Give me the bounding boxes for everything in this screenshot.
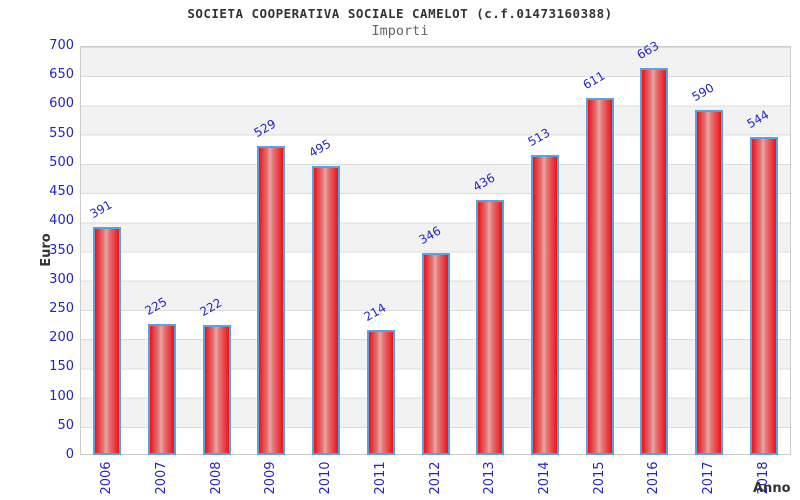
x-tick-2012: 2012 xyxy=(427,461,443,495)
x-tick-2010: 2010 xyxy=(318,461,334,495)
bar-2008 xyxy=(202,325,231,455)
chart-title: SOCIETA COOPERATIVA SOCIALE CAMELOT (c.f… xyxy=(187,6,613,21)
y-tick-650: 650 xyxy=(49,67,74,83)
y-tick-300: 300 xyxy=(49,271,74,287)
x-tick-2009: 2009 xyxy=(263,461,279,495)
y-tick-450: 450 xyxy=(49,184,74,200)
x-tick-2007: 2007 xyxy=(154,461,170,495)
bar-2007 xyxy=(148,323,177,455)
bar-2012 xyxy=(421,252,450,455)
bar-2018 xyxy=(749,137,778,455)
x-tick-2008: 2008 xyxy=(208,461,224,495)
y-tick-200: 200 xyxy=(49,330,74,346)
bar-2014 xyxy=(530,155,559,455)
y-tick-600: 600 xyxy=(49,96,74,112)
x-tick-2014: 2014 xyxy=(536,461,552,495)
y-axis-label: Euro xyxy=(39,233,54,267)
bar-2011 xyxy=(366,329,395,455)
y-tick-50: 50 xyxy=(57,417,74,433)
y-tick-250: 250 xyxy=(49,300,74,316)
x-axis-label: Anno xyxy=(753,481,791,496)
bar-2017 xyxy=(694,110,723,455)
y-tick-0: 0 xyxy=(65,447,74,462)
y-tick-400: 400 xyxy=(49,213,74,229)
x-tick-2017: 2017 xyxy=(700,461,716,495)
x-tick-2016: 2016 xyxy=(646,461,662,495)
y-tick-700: 700 xyxy=(49,38,74,53)
y-tick-350: 350 xyxy=(49,242,74,258)
bar-2006 xyxy=(93,226,122,455)
x-tick-2011: 2011 xyxy=(372,461,388,495)
bar-2009 xyxy=(257,145,286,455)
y-tick-100: 100 xyxy=(49,388,74,404)
chart-subtitle: Importi xyxy=(371,23,429,39)
bar-2013 xyxy=(476,200,505,455)
bar-2015 xyxy=(585,98,614,455)
x-tick-2013: 2013 xyxy=(482,461,498,495)
x-tick-2015: 2015 xyxy=(591,461,607,495)
y-tick-150: 150 xyxy=(49,359,74,375)
bar-2010 xyxy=(312,165,341,455)
x-tick-2006: 2006 xyxy=(99,461,115,495)
bar-2016 xyxy=(640,67,669,455)
y-tick-500: 500 xyxy=(49,154,74,170)
y-tick-550: 550 xyxy=(49,125,74,141)
